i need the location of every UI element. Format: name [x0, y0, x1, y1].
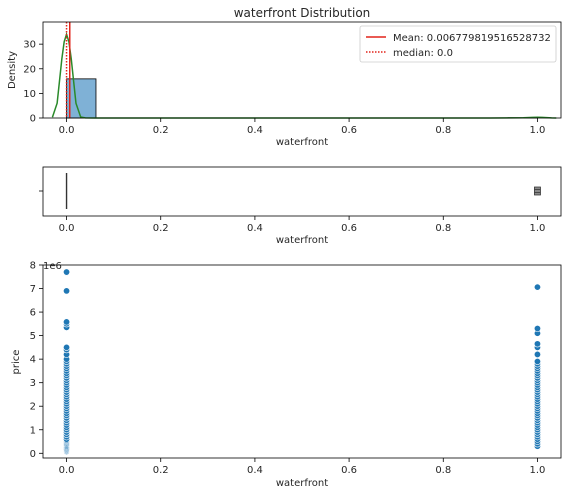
scatter-y-tick-label: 4	[30, 355, 36, 366]
scatter-x-label: waterfront	[276, 478, 328, 489]
scatter-y-tick-label: 2	[30, 402, 36, 413]
scatter-point	[533, 357, 541, 365]
scatter-point	[533, 283, 541, 291]
histogram-y-tick-label: 30	[23, 40, 36, 51]
scatter-y-tick-label: 3	[30, 378, 36, 389]
scatter-y-tick-label: 8	[30, 261, 36, 272]
scatter-point	[533, 350, 541, 358]
scatter-point	[63, 318, 71, 326]
histogram-y-tick-label: 0	[30, 114, 36, 125]
scatter-y-tick-label: 7	[30, 284, 36, 295]
histogram-x-tick-label: 0.0	[59, 125, 75, 136]
scatter-y-label: price	[11, 350, 22, 375]
scatter-point	[63, 343, 71, 351]
scatter-x-tick-label: 0.2	[153, 465, 169, 476]
scatter-y-tick-label: 0	[30, 449, 36, 460]
histogram-frame	[42, 21, 562, 119]
boxplot-x-tick-label: 0.8	[435, 223, 451, 234]
histogram-x-tick-label: 0.4	[247, 125, 263, 136]
scatter-x-tick-label: 0.0	[59, 465, 75, 476]
scatter-y-tick-label: 5	[30, 331, 36, 342]
histogram-panel: waterfront Distribution 0.0 0.2 0.4 0.6 0.8 1…	[7, 6, 562, 148]
scatter-y-scale-label: 1e6	[43, 261, 62, 272]
scatter-point	[63, 268, 71, 276]
boxplot-x-label: waterfront	[276, 235, 328, 246]
scatter-x-tick-label: 0.6	[341, 465, 357, 476]
histogram-y-tick-label: 10	[23, 89, 36, 100]
scatter-point	[533, 340, 541, 348]
legend-box	[359, 25, 557, 63]
histogram-x-tick-label: 0.6	[341, 125, 357, 136]
histogram-y-tick-label: 20	[23, 64, 36, 75]
scatter-y-tick-label: 1	[30, 425, 36, 436]
boxplot-panel: 0.0 0.2 0.4 0.6 0.8 1.0 waterfront	[39, 166, 562, 246]
histogram-x-tick-label: 1.0	[530, 125, 546, 136]
histogram-x-tick-label: 0.8	[435, 125, 451, 136]
boxplot-frame	[42, 166, 562, 217]
legend-mean-label: Mean: 0.006779819516528732	[393, 33, 551, 44]
scatter-point	[533, 325, 541, 333]
scatter-panel: 0.0 0.2 0.4 0.6 0.8 1.0 0 1 2 3 4 5 6 7 8 1e6 waterfro…	[11, 261, 562, 489]
scatter-x-tick-label: 0.4	[247, 465, 263, 476]
chart-title: waterfront Distribution	[234, 6, 371, 20]
boxplot-x-tick-label: 0.4	[247, 223, 263, 234]
scatter-frame	[42, 264, 562, 459]
box-outlier	[534, 186, 541, 196]
histogram-bar	[66, 78, 97, 119]
scatter-x-tick-label: 0.8	[435, 465, 451, 476]
histogram-y-label: Density	[7, 51, 18, 89]
boxplot-x-tick-label: 0.2	[153, 223, 169, 234]
boxplot-x-tick-label: 1.0	[530, 223, 546, 234]
legend-median-label: median: 0.0	[393, 48, 453, 59]
scatter-point	[63, 287, 71, 295]
histogram-x-label: waterfront	[276, 137, 328, 148]
boxplot-x-tick-label: 0.0	[59, 223, 75, 234]
scatter-y-tick-label: 6	[30, 308, 36, 319]
histogram-x-tick-label: 0.2	[153, 125, 169, 136]
boxplot-x-tick-label: 0.6	[341, 223, 357, 234]
legend: Mean: 0.006779819516528732 median: 0.0	[359, 25, 557, 63]
scatter-x-tick-label: 1.0	[530, 465, 546, 476]
